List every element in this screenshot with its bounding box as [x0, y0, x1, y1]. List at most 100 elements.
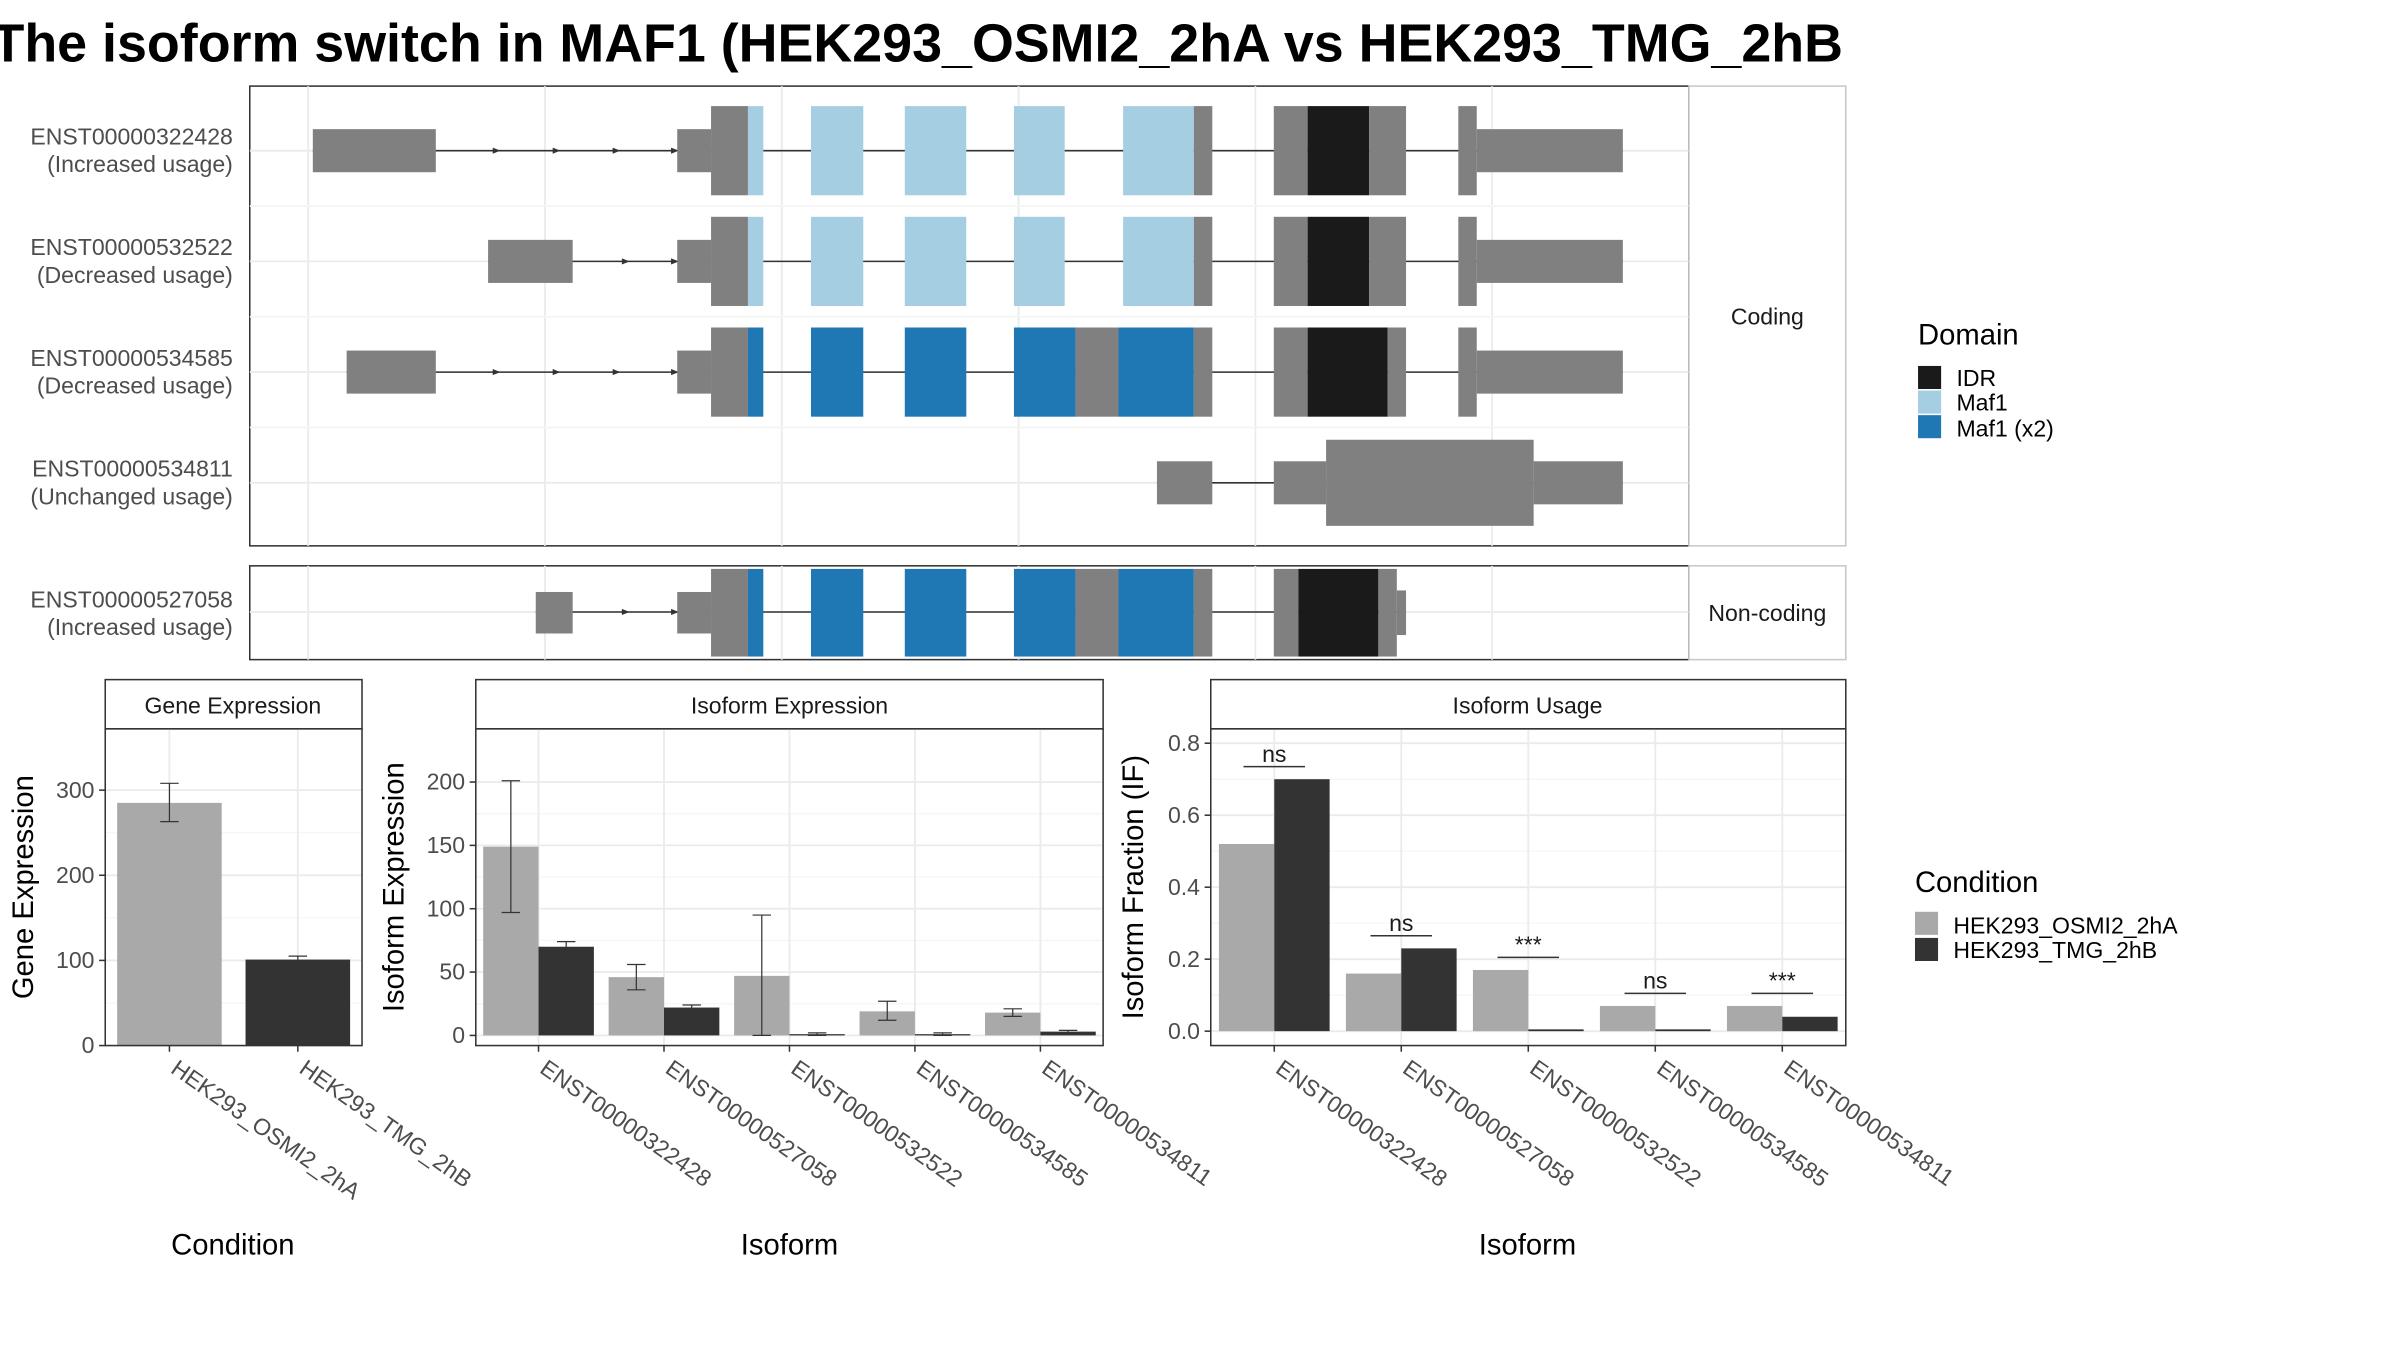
bar	[1274, 779, 1330, 1032]
domain-maf1	[1123, 106, 1194, 196]
exon	[711, 216, 748, 306]
gene-expression-ylabel: Gene Expression	[8, 775, 40, 999]
transcript-label-5-usage: (Increased usage)	[47, 614, 233, 640]
bar	[1472, 969, 1529, 1032]
y-tick-label: 50	[439, 959, 465, 985]
condition-legend: Condition HEK293_OSMI2_2hA HEK293_TMG_2h…	[1914, 867, 2178, 963]
exon	[312, 129, 436, 173]
exon	[1396, 590, 1407, 636]
domain-maf1	[1123, 216, 1194, 306]
legend-swatch-idr	[1918, 365, 1942, 390]
bar	[245, 959, 351, 1046]
exon	[1458, 327, 1477, 417]
y-tick-label: 200	[427, 769, 465, 795]
transcript-model-2	[488, 216, 1623, 306]
y-tick-label: 0	[82, 1032, 95, 1058]
isoform-usage-xlabel: Isoform	[1479, 1230, 1576, 1262]
y-tick-label: 0.2	[1168, 946, 1200, 972]
domain-maf1-x2	[747, 568, 764, 657]
legend-label-maf1-x2: Maf1 (x2)	[1956, 416, 2053, 442]
domain-legend: Domain IDR Maf1 Maf1 (x2)	[1918, 319, 2054, 442]
legend-swatch-maf1-x2	[1918, 415, 1942, 439]
exon	[677, 239, 712, 283]
exon	[1193, 216, 1213, 306]
isoform-expression-ylabel: Isoform Expression	[379, 762, 411, 1012]
exon	[1193, 568, 1213, 657]
gene-expression-strip: Gene Expression	[144, 692, 321, 718]
exon	[677, 129, 712, 173]
transcript-label-4-id: ENST00000534811	[32, 456, 233, 482]
bar	[1218, 843, 1275, 1032]
exon	[1476, 239, 1623, 283]
isoform-usage-ylabel: Isoform Fraction (IF)	[1118, 755, 1150, 1019]
exon	[1193, 106, 1213, 196]
facet-label-noncoding: Non-coding	[1708, 600, 1826, 626]
legend-label-idr: IDR	[1956, 365, 1996, 391]
exon	[1273, 568, 1299, 657]
domain-maf1-x2	[1118, 327, 1194, 417]
isoform-usage-panel: Isoform Usage ns ns *** ns *** 0.0 0.2 0.4 0.6 0…	[1118, 678, 1959, 1262]
gene-expression-xlabel: Condition	[171, 1230, 294, 1262]
domain-maf1	[904, 216, 967, 306]
legend-label-osmi2: HEK293_OSMI2_2hA	[1953, 912, 2178, 938]
exon	[1193, 327, 1213, 417]
domain-idr	[1298, 568, 1379, 657]
bar	[1599, 1005, 1656, 1032]
transcript-label-1-id: ENST00000322428	[30, 124, 232, 150]
transcript-label-1-usage: (Increased usage)	[47, 151, 233, 177]
significance-label: ns	[1643, 968, 1667, 994]
transcript-label-5-id: ENST00000527058	[30, 586, 232, 612]
exon	[1378, 568, 1397, 657]
transcript-model-4	[1156, 439, 1623, 526]
transcript-labels: ENST00000322428 (Increased usage) ENST00…	[30, 124, 232, 640]
exon	[1075, 568, 1119, 657]
transcript-label-3-usage: (Decreased usage)	[37, 373, 233, 399]
exon	[1273, 216, 1308, 306]
isoform-expression-strip: Isoform Expression	[691, 692, 888, 718]
significance-label: ns	[1262, 741, 1286, 767]
domain-maf1	[1013, 106, 1065, 196]
domain-maf1	[1013, 216, 1065, 306]
domain-maf1	[747, 216, 764, 306]
y-tick-label: 100	[427, 895, 465, 921]
isoform-expression-xlabel: Isoform	[741, 1230, 838, 1262]
condition-legend-title: Condition	[1915, 867, 2038, 899]
facet-label-coding: Coding	[1731, 303, 1804, 329]
significance-label: ***	[1769, 968, 1796, 994]
exon	[1273, 106, 1308, 196]
exon	[346, 350, 436, 394]
exon	[1476, 129, 1623, 173]
bar	[1040, 1031, 1096, 1036]
legend-label-tmg: HEK293_TMG_2hB	[1953, 937, 2157, 963]
domain-idr	[1307, 106, 1370, 196]
domain-maf1-x2	[810, 568, 864, 657]
legend-label-maf1: Maf1	[1956, 390, 2007, 416]
y-tick-label: 0.6	[1168, 802, 1200, 828]
transcript-label-2-id: ENST00000532522	[30, 234, 232, 260]
bar	[538, 946, 594, 1036]
domain-maf1-x2	[810, 327, 864, 417]
exon	[711, 327, 748, 417]
domain-maf1	[904, 106, 967, 196]
domain-maf1-x2	[1013, 568, 1076, 657]
exon	[677, 350, 712, 394]
y-tick-label: 150	[427, 832, 465, 858]
bar	[1401, 948, 1457, 1032]
exon	[488, 239, 573, 283]
legend-swatch-tmg	[1914, 937, 1939, 961]
domain-maf1-x2	[1013, 327, 1076, 417]
y-tick-label: 0.0	[1168, 1018, 1200, 1044]
exon	[1326, 439, 1534, 526]
exon	[535, 591, 573, 634]
y-tick-label: 0.4	[1168, 874, 1200, 900]
figure-title: The isoform switch in MAF1 (HEK293_OSMI2…	[0, 14, 1843, 74]
transcript-label-2-usage: (Decreased usage)	[37, 262, 233, 288]
isoform-usage-strip: Isoform Usage	[1453, 692, 1603, 718]
domain-maf1	[747, 106, 764, 196]
bar	[1782, 1016, 1838, 1032]
exon	[711, 106, 748, 196]
transcript-label-4-usage: (Unchanged usage)	[30, 483, 232, 509]
y-tick-label: 200	[56, 862, 94, 888]
exon	[1156, 461, 1213, 505]
